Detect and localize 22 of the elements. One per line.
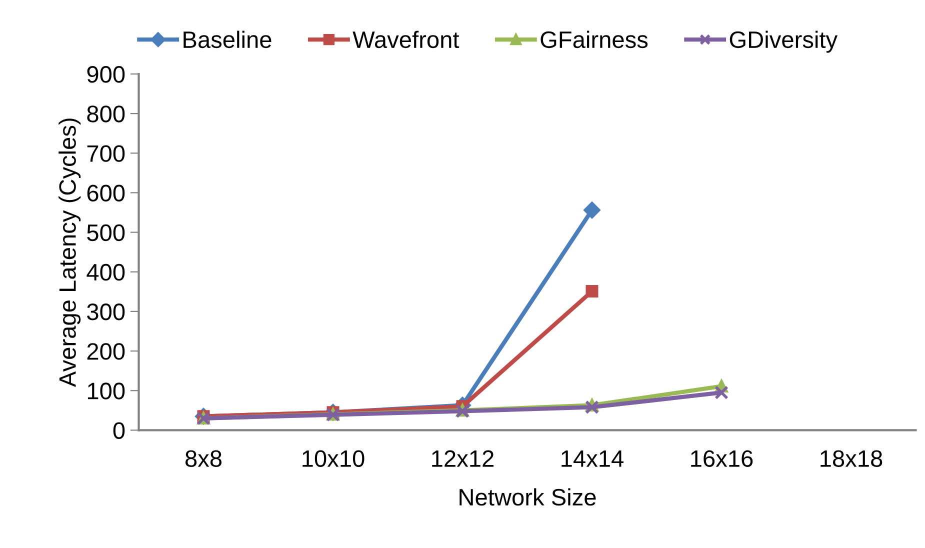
legend-label: GDiversity: [730, 30, 838, 53]
y-tick-label: 200: [87, 343, 125, 360]
x-tick-label: 10x10: [302, 450, 364, 467]
y-tick-label: 0: [113, 422, 125, 439]
x-tick-label: 14x14: [562, 450, 624, 467]
x-axis-title: Network Size: [460, 488, 596, 506]
y-axis-title: Average Latency (Cycles): [58, 118, 81, 387]
y-tick-label: 700: [87, 145, 125, 162]
y-tick-label: 300: [87, 304, 125, 320]
y-tick-label: 400: [86, 264, 125, 281]
x-tick-label: 18x18: [820, 450, 882, 467]
x-tick-label: 8x8: [185, 450, 222, 467]
y-tick-label: 100: [88, 382, 125, 400]
x-tick-label: 16x16: [691, 450, 753, 467]
y-tick-label: 600: [87, 184, 125, 202]
y-tick-label: 900: [87, 66, 125, 83]
x-tick-label: 12x12: [432, 450, 494, 467]
legend-label: Baseline: [184, 30, 272, 48]
y-tick-label: 500: [87, 224, 125, 242]
y-tick-label: 800: [87, 106, 125, 122]
legend-label: Wavefront: [352, 30, 460, 48]
legend-label: GFairness: [540, 30, 648, 48]
